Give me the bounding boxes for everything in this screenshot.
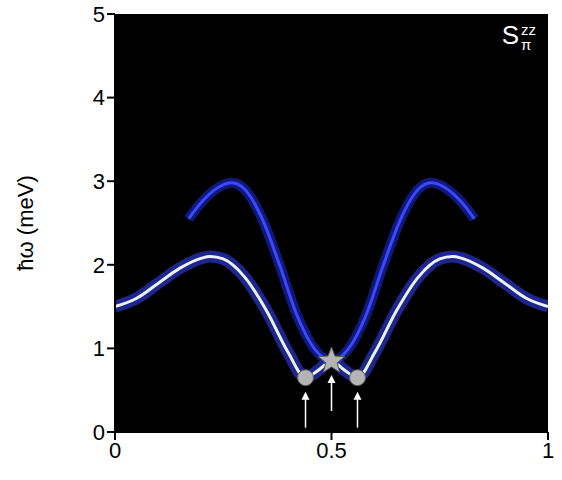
svg-text:0: 0 [109,438,121,463]
html-text:Szz: Szz [501,20,536,50]
svg-text:4: 4 [93,85,105,110]
svg-text:1: 1 [542,438,554,463]
svg-text:5: 5 [93,2,105,27]
svg-text:1: 1 [93,336,105,361]
html-text:π: π [521,36,532,54]
svg-text:3: 3 [93,169,105,194]
svg-text:0.5: 0.5 [316,438,347,463]
svg-text:2: 2 [93,253,105,278]
svg-text:ħω (meV): ħω (meV) [13,175,38,270]
svg-text:0: 0 [93,420,105,445]
